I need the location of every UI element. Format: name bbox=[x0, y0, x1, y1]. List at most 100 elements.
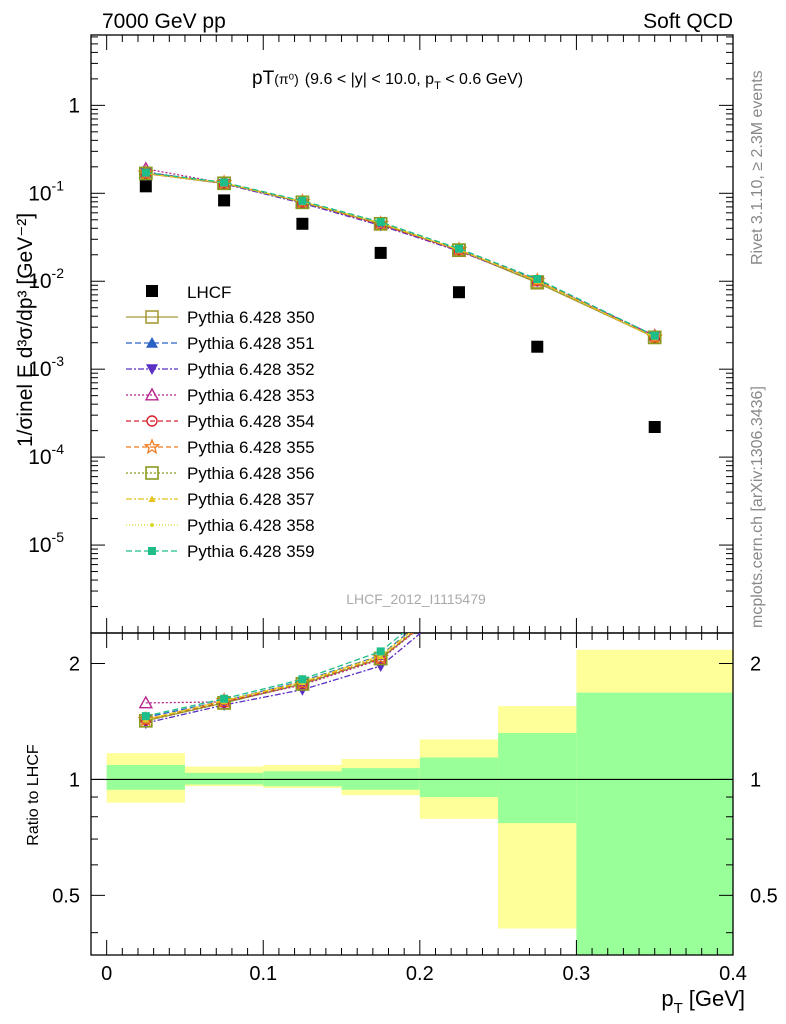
legend-label-4: Pythia 6.428 354 bbox=[187, 412, 315, 431]
ratio-green-band-2 bbox=[263, 771, 342, 787]
mcplots-label: mcplots.cern.ch [arXiv:1306.3436] bbox=[749, 386, 766, 628]
series-6-point bbox=[139, 166, 153, 181]
x-tick-label: 0.1 bbox=[249, 963, 277, 985]
legend-label-7: Pythia 6.428 357 bbox=[187, 490, 315, 509]
title-sub: T bbox=[434, 80, 441, 92]
legend-marker-4 bbox=[146, 415, 158, 427]
rivet-version-label: Rivet 3.1.10, ≥ 2.3M events bbox=[749, 70, 766, 265]
legend-label-5: Pythia 6.428 355 bbox=[187, 438, 315, 457]
ratio-tick-label-right: 1 bbox=[750, 769, 761, 791]
title-main: pT bbox=[252, 68, 275, 89]
y-tick-base: 10 bbox=[28, 446, 51, 469]
y-tick-exp: -2 bbox=[52, 265, 65, 281]
legend-label-9: Pythia 6.428 359 bbox=[187, 542, 315, 561]
y-tick-label: 1 bbox=[68, 94, 80, 117]
y-tick-exp: -4 bbox=[52, 441, 65, 457]
y-tick-base: 10 bbox=[28, 534, 51, 557]
legend-marker-1 bbox=[146, 337, 158, 348]
chart-title: pT(π⁰) (9.6 < |y| < 10.0, pT < 0.6 GeV) bbox=[252, 68, 523, 92]
y-tick-label: 10-2 bbox=[28, 265, 64, 293]
legend-marker-7 bbox=[148, 495, 156, 502]
legend-label-1: Pythia 6.428 351 bbox=[187, 334, 315, 353]
y-tick-label: 10-5 bbox=[28, 529, 64, 557]
analysis-watermark: LHCF_2012_I1115479 bbox=[346, 591, 486, 607]
x-tick-label: 0.3 bbox=[563, 963, 591, 985]
header-right: Soft QCD bbox=[643, 10, 733, 33]
ratio-9-point bbox=[298, 675, 307, 684]
ratio-tick-label-right: 2 bbox=[750, 653, 761, 675]
ratio-tick-label-left: 0.5 bbox=[52, 885, 80, 907]
y-axis-label: 1/σinel E d³σ/dp³ [GeV⁻²] bbox=[14, 213, 37, 447]
ratio-y-axis-label: Ratio to LHCF bbox=[25, 744, 42, 846]
x-axis-label: pT [GeV] bbox=[661, 986, 745, 1017]
lhcf-data-point bbox=[296, 217, 309, 230]
legend-label-3: Pythia 6.428 353 bbox=[187, 386, 315, 405]
y-tick-base: 1 bbox=[68, 94, 80, 117]
ratio-green-band-4 bbox=[419, 757, 499, 798]
series-9-point bbox=[650, 331, 659, 340]
lhcf-data-point bbox=[452, 286, 465, 299]
lhcf-data-point bbox=[531, 340, 544, 353]
x-label-sub: T bbox=[674, 1000, 683, 1017]
legend-marker-0 bbox=[145, 310, 159, 324]
y-tick-exp: -1 bbox=[52, 177, 65, 193]
ratio-green-band-1 bbox=[184, 772, 264, 785]
lhcf-data-point bbox=[648, 421, 661, 434]
legend-marker-6 bbox=[145, 466, 159, 480]
y-tick-base: 10 bbox=[28, 182, 51, 205]
y-tick-exp: -5 bbox=[52, 529, 65, 545]
legend-marker-9 bbox=[148, 547, 156, 555]
ratio-tick-label-left: 1 bbox=[69, 769, 80, 791]
lhcf-data-point bbox=[139, 180, 152, 193]
series-9-point bbox=[220, 178, 229, 187]
legend-marker-data bbox=[146, 285, 158, 297]
ratio-green-band-0 bbox=[106, 765, 185, 790]
title-sup: (π⁰) bbox=[274, 71, 299, 87]
ratio-5-point bbox=[372, 648, 389, 665]
series-9-point bbox=[141, 168, 150, 177]
ratio-9-point bbox=[141, 712, 150, 721]
legend-label-2: Pythia 6.428 352 bbox=[187, 360, 315, 379]
x-label-main: p bbox=[661, 986, 673, 1011]
main-panel: 10-510-410-310-210-11 bbox=[28, 34, 734, 634]
legend-label-6: Pythia 6.428 356 bbox=[187, 464, 315, 483]
ratio-9-point bbox=[220, 694, 229, 703]
series-9-point bbox=[376, 218, 385, 227]
legend-marker-5 bbox=[143, 438, 161, 455]
legend-label-0: Pythia 6.428 350 bbox=[187, 308, 315, 327]
y-tick-base: 10 bbox=[28, 270, 51, 293]
title-end: < 0.6 GeV) bbox=[441, 71, 523, 88]
ratio-green-band-6 bbox=[576, 692, 733, 955]
y-tick-exp: -3 bbox=[52, 353, 65, 369]
ratio-tick-label-left: 2 bbox=[69, 653, 80, 675]
ratio-3-point bbox=[138, 695, 153, 709]
ratio-green-band-5 bbox=[498, 732, 577, 824]
ratio-line-3 bbox=[145, 633, 415, 704]
series-9-point bbox=[298, 196, 307, 205]
ratio-tick-label-right: 0.5 bbox=[750, 885, 778, 907]
lhcf-data-point bbox=[218, 194, 231, 207]
y-tick-label: 10-3 bbox=[28, 353, 64, 381]
legend: LHCF Pythia 6.428 350 Pythia 6.428 351 Pyth… bbox=[126, 283, 315, 561]
legend-marker-2 bbox=[146, 364, 158, 375]
ratio-series-group bbox=[137, 633, 422, 730]
legend-marker-3 bbox=[144, 387, 160, 401]
x-tick-label: 0 bbox=[101, 963, 112, 985]
series-6-point bbox=[452, 243, 466, 257]
series-6-point bbox=[647, 330, 662, 345]
title-rest: (9.6 < |y| < 10.0, p bbox=[305, 71, 434, 88]
lhcf-data-point bbox=[374, 246, 387, 259]
legend-label-data: LHCF bbox=[187, 283, 231, 302]
y-tick-base: 10 bbox=[28, 358, 51, 381]
x-label-unit: [GeV] bbox=[689, 986, 745, 1011]
header-left: 7000 GeV pp bbox=[102, 10, 226, 33]
x-tick-label: 0.2 bbox=[406, 963, 434, 985]
ratio-panel: 0 0.1 0.2 0.3 0.4 0.5 0.5 1 1 2 2 bbox=[52, 632, 778, 985]
series-9-point bbox=[454, 244, 463, 253]
y-tick-label: 10-4 bbox=[28, 441, 64, 469]
x-tick-label: 0.4 bbox=[719, 963, 747, 985]
ratio-9-point bbox=[376, 647, 385, 656]
series-5-point bbox=[372, 214, 390, 231]
y-tick-label: 10-1 bbox=[28, 177, 64, 205]
